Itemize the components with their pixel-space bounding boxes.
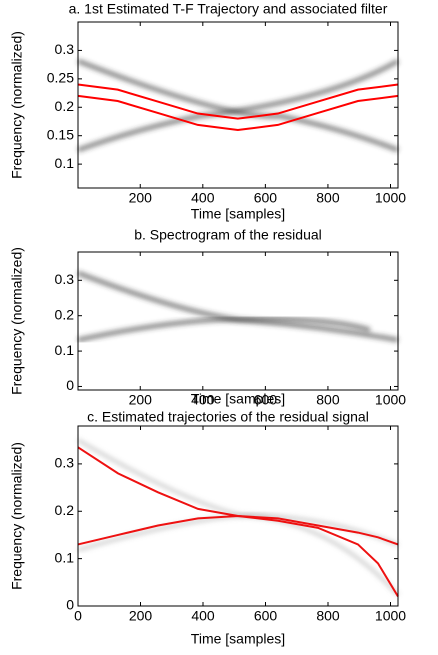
trajectory-line [77, 83, 399, 120]
x-tick-label: 800 [316, 608, 340, 624]
y-tick-label: 0 [66, 377, 74, 393]
trajectory-line [77, 94, 399, 132]
y-tick-label: 0.25 [47, 70, 74, 86]
y-tick-label: 0.1 [55, 342, 75, 358]
plot-frame [77, 21, 399, 189]
x-axis-label: Time [samples] [191, 391, 285, 407]
y-tick-label: 0.3 [55, 455, 75, 471]
y-tick-label: 0.2 [55, 306, 75, 322]
x-tick-label: 800 [316, 190, 340, 206]
x-tick-label: 400 [191, 190, 215, 206]
x-tick-label: 600 [254, 392, 278, 408]
y-tick-label: 0.15 [47, 126, 74, 142]
x-tick-label: 1000 [375, 392, 406, 408]
spectrogram-c [76, 438, 400, 597]
x-tick-label: 200 [129, 190, 153, 206]
x-tick-label: 200 [129, 392, 153, 408]
x-tick-label: 1000 [375, 190, 406, 206]
x-tick-label: 600 [254, 608, 278, 624]
chart-title: a. 1st Estimated T-F Trajectory and asso… [69, 1, 388, 17]
x-tick-label: 0 [74, 608, 82, 624]
x-tick-label: 1000 [375, 608, 406, 624]
y-tick-label: 0.1 [55, 155, 75, 171]
chart-title: c. Estimated trajectories of the residua… [87, 409, 369, 425]
spectrogram-a [77, 58, 400, 153]
spectrogram-b [77, 270, 399, 343]
x-tick-label: 400 [191, 392, 215, 408]
plot-frame [77, 425, 399, 607]
x-tick-label: 800 [316, 392, 340, 408]
x-axis-label: Time [samples] [191, 206, 285, 222]
y-axis-label: Frequency (normalized) [9, 442, 25, 590]
plot-frame [77, 251, 399, 391]
trajectory-line [77, 446, 399, 598]
trajectory-line [77, 514, 399, 546]
x-tick-label: 400 [191, 608, 215, 624]
x-tick-label: 200 [129, 608, 153, 624]
y-tick-label: 0.3 [55, 41, 75, 57]
y-tick-label: 0 [66, 597, 74, 613]
y-tick-label: 0.2 [55, 502, 75, 518]
x-axis-label: Time [samples] [191, 631, 285, 647]
y-axis-label: Frequency (normalized) [9, 31, 25, 179]
x-tick-label: 600 [254, 190, 278, 206]
chart-title: b. Spectrogram of the residual [134, 227, 322, 243]
y-tick-label: 0.1 [55, 549, 75, 565]
y-tick-label: 0.2 [55, 98, 75, 114]
y-axis-label: Frequency (normalized) [9, 247, 25, 395]
y-tick-label: 0.3 [55, 271, 75, 287]
